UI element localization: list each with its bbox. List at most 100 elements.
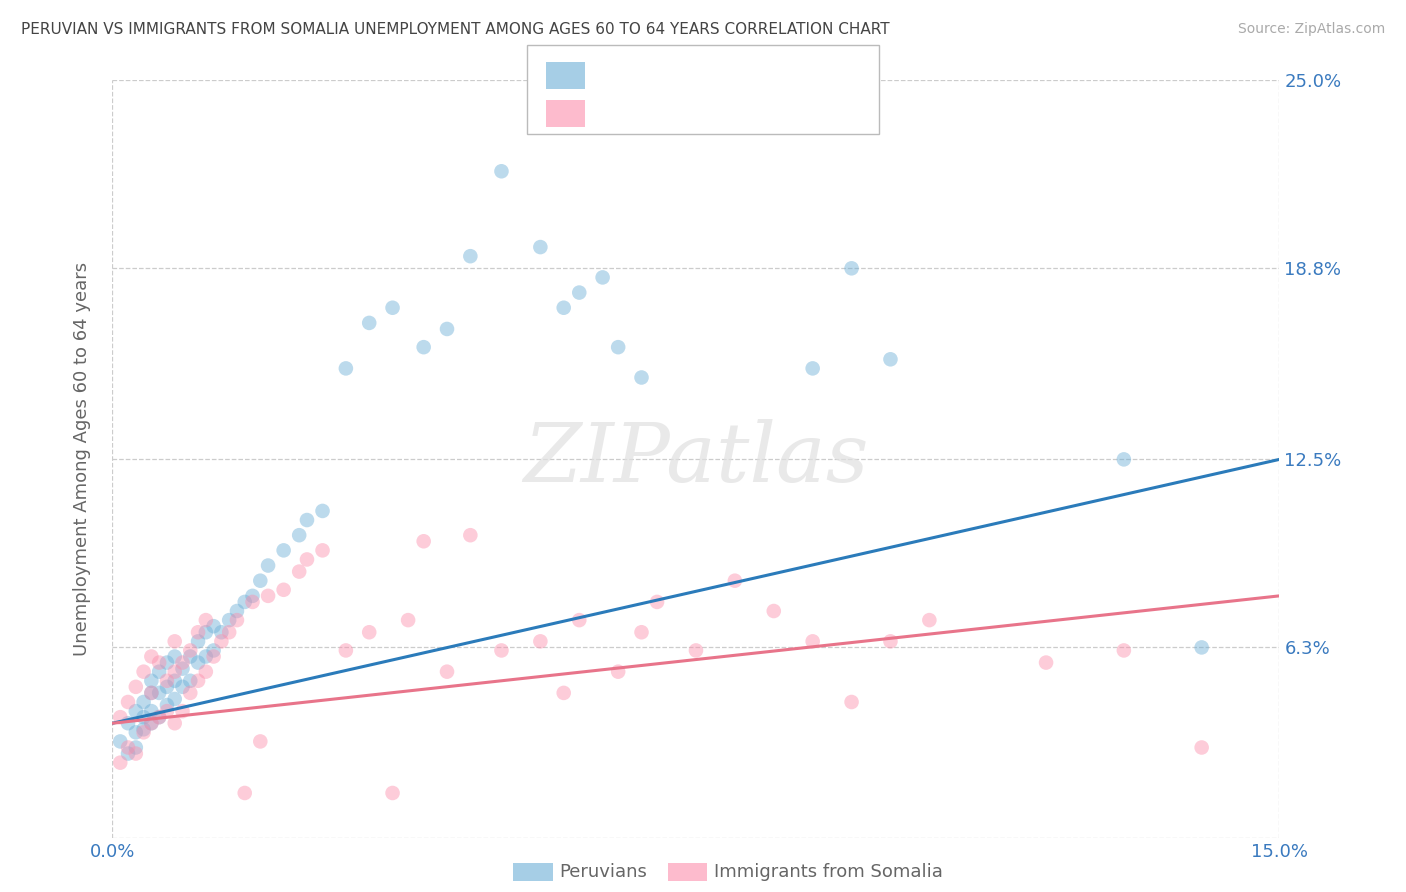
Point bbox=[273, 543, 295, 558]
Point bbox=[288, 528, 311, 542]
Point bbox=[630, 370, 652, 384]
Point bbox=[801, 634, 824, 648]
Point bbox=[335, 643, 357, 657]
Point bbox=[163, 649, 186, 664]
Point bbox=[553, 686, 575, 700]
Point bbox=[645, 595, 668, 609]
Point bbox=[110, 710, 132, 724]
Point bbox=[187, 634, 209, 648]
Point bbox=[381, 301, 404, 315]
Point bbox=[179, 643, 201, 657]
Point bbox=[436, 322, 458, 336]
Point bbox=[125, 747, 148, 761]
Text: Immigrants from Somalia: Immigrants from Somalia bbox=[714, 863, 943, 881]
Point bbox=[179, 649, 201, 664]
Point bbox=[202, 649, 225, 664]
Point bbox=[163, 673, 186, 688]
Point bbox=[132, 723, 155, 737]
Point bbox=[273, 582, 295, 597]
Point bbox=[311, 504, 333, 518]
Point bbox=[156, 680, 179, 694]
Point bbox=[685, 643, 707, 657]
Point bbox=[412, 340, 434, 354]
Point bbox=[460, 528, 482, 542]
Point bbox=[141, 716, 163, 731]
Text: R =: R = bbox=[596, 67, 636, 85]
Point bbox=[1112, 452, 1135, 467]
Point bbox=[381, 786, 404, 800]
Point bbox=[218, 625, 240, 640]
Point bbox=[801, 361, 824, 376]
Point bbox=[257, 589, 280, 603]
Point bbox=[132, 695, 155, 709]
Text: R =: R = bbox=[596, 104, 636, 122]
Point bbox=[141, 716, 163, 731]
Point bbox=[179, 673, 201, 688]
Point bbox=[141, 649, 163, 664]
Point bbox=[553, 301, 575, 315]
Point bbox=[148, 656, 170, 670]
Point bbox=[172, 662, 194, 676]
Text: ZIPatlas: ZIPatlas bbox=[523, 419, 869, 500]
Point bbox=[148, 686, 170, 700]
Point bbox=[148, 665, 170, 679]
Point bbox=[529, 634, 551, 648]
Point bbox=[295, 513, 318, 527]
Point bbox=[202, 643, 225, 657]
Y-axis label: Unemployment Among Ages 60 to 64 years: Unemployment Among Ages 60 to 64 years bbox=[73, 262, 91, 657]
Point bbox=[156, 673, 179, 688]
Point bbox=[841, 695, 863, 709]
Point bbox=[125, 740, 148, 755]
Point bbox=[436, 665, 458, 679]
Point bbox=[359, 316, 381, 330]
Point bbox=[209, 625, 232, 640]
Point bbox=[194, 649, 217, 664]
Point bbox=[110, 734, 132, 748]
Point bbox=[592, 270, 614, 285]
Point bbox=[117, 716, 139, 731]
Point bbox=[242, 595, 264, 609]
Point bbox=[1112, 643, 1135, 657]
Text: Peruvians: Peruvians bbox=[560, 863, 648, 881]
Text: PERUVIAN VS IMMIGRANTS FROM SOMALIA UNEMPLOYMENT AMONG AGES 60 TO 64 YEARS CORRE: PERUVIAN VS IMMIGRANTS FROM SOMALIA UNEM… bbox=[21, 22, 890, 37]
Point bbox=[249, 734, 271, 748]
Point bbox=[311, 543, 333, 558]
Point bbox=[568, 285, 591, 300]
Point bbox=[607, 665, 630, 679]
Point bbox=[125, 704, 148, 718]
Text: 61: 61 bbox=[741, 67, 763, 85]
Point bbox=[163, 692, 186, 706]
Point bbox=[295, 552, 318, 566]
Point bbox=[163, 634, 186, 648]
Point bbox=[233, 786, 256, 800]
Point bbox=[209, 634, 232, 648]
Point bbox=[879, 352, 901, 367]
Point bbox=[148, 710, 170, 724]
Point bbox=[187, 625, 209, 640]
Point bbox=[132, 725, 155, 739]
Point bbox=[194, 665, 217, 679]
Point bbox=[359, 625, 381, 640]
Point bbox=[630, 625, 652, 640]
Point bbox=[396, 613, 419, 627]
Point bbox=[568, 613, 591, 627]
Point bbox=[156, 704, 179, 718]
Point bbox=[163, 716, 186, 731]
Point bbox=[491, 643, 513, 657]
Point bbox=[288, 565, 311, 579]
Point bbox=[156, 656, 179, 670]
Point bbox=[202, 619, 225, 633]
Text: N =: N = bbox=[702, 104, 741, 122]
Text: N =: N = bbox=[702, 67, 741, 85]
Point bbox=[226, 613, 249, 627]
Point bbox=[141, 673, 163, 688]
Point bbox=[172, 680, 194, 694]
Point bbox=[163, 665, 186, 679]
Point bbox=[841, 261, 863, 276]
Point bbox=[117, 740, 139, 755]
Point bbox=[491, 164, 513, 178]
Point bbox=[233, 595, 256, 609]
Point bbox=[218, 613, 240, 627]
Point bbox=[172, 704, 194, 718]
Point bbox=[179, 686, 201, 700]
